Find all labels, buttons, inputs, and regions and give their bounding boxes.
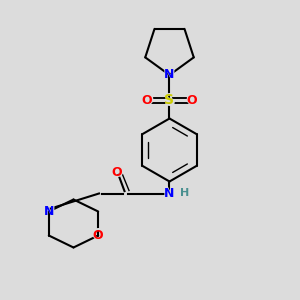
Text: O: O: [92, 228, 105, 243]
Text: O: O: [140, 93, 154, 108]
Text: H: H: [181, 188, 190, 199]
Text: N: N: [164, 68, 175, 82]
Text: O: O: [110, 165, 124, 180]
Text: S: S: [164, 92, 175, 110]
Text: N: N: [42, 204, 55, 219]
Text: N: N: [163, 186, 176, 201]
Text: N: N: [44, 205, 54, 218]
Text: O: O: [112, 166, 122, 179]
Text: O: O: [142, 94, 152, 107]
Text: O: O: [185, 93, 199, 108]
Text: N: N: [163, 68, 176, 82]
Text: O: O: [93, 229, 104, 242]
Text: O: O: [187, 94, 197, 107]
Text: N: N: [164, 187, 175, 200]
Text: S: S: [164, 94, 175, 107]
